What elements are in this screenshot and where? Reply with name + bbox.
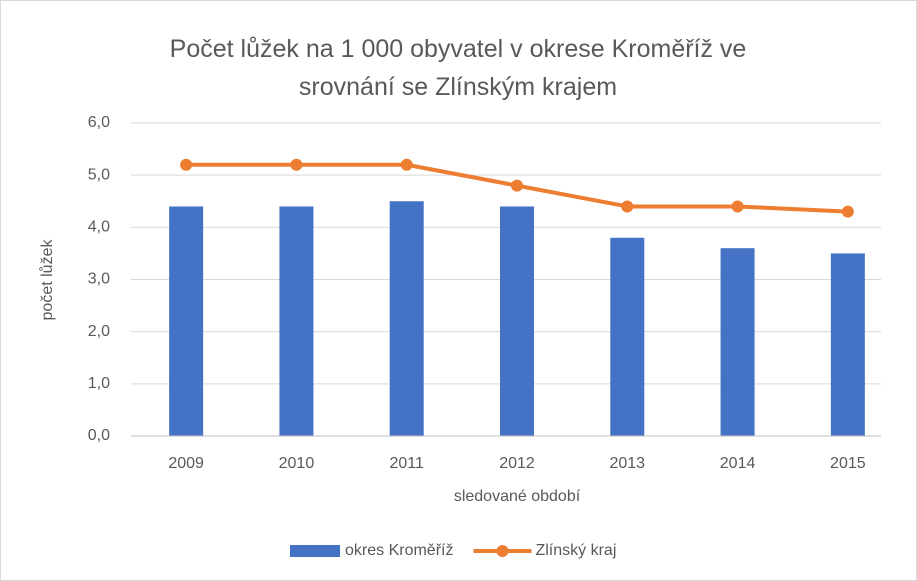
- legend-swatch: [290, 545, 340, 557]
- legend-marker: [496, 545, 509, 557]
- legend-label: Zlínský kraj: [535, 542, 616, 559]
- legend-label: okres Kroměříž: [345, 542, 453, 559]
- line-marker: [290, 158, 303, 171]
- x-tick-label: 2015: [830, 455, 866, 472]
- line-marker: [400, 158, 413, 171]
- line-marker: [841, 205, 854, 218]
- bar: [830, 253, 865, 436]
- bar: [389, 201, 424, 436]
- bar: [169, 206, 204, 436]
- x-tick-label: 2012: [499, 455, 535, 472]
- y-tick-label: 5,0: [88, 166, 110, 183]
- y-tick-label: 6,0: [88, 114, 110, 131]
- bar: [720, 248, 755, 436]
- bar: [610, 237, 645, 436]
- x-tick-label: 2011: [390, 455, 425, 472]
- x-tick-label: 2010: [279, 455, 315, 472]
- y-axis-title: počet lůžek: [38, 239, 56, 321]
- y-tick-label: 1,0: [88, 375, 110, 392]
- bar: [500, 206, 534, 436]
- x-tick-label: 2009: [168, 455, 204, 472]
- y-tick-label: 4,0: [88, 219, 110, 236]
- y-tick-label: 2,0: [88, 323, 110, 340]
- bar: [279, 206, 314, 436]
- line-marker: [621, 200, 634, 213]
- x-axis-title: sledované období: [454, 488, 581, 505]
- line-marker: [511, 179, 523, 192]
- line-marker: [731, 200, 744, 213]
- line-marker: [180, 158, 193, 171]
- chart-title: Počet lůžek na 1 000 obyvatel v okrese K…: [169, 35, 747, 101]
- y-tick-label: 0,0: [88, 427, 110, 444]
- x-tick-label: 2013: [609, 455, 645, 472]
- x-tick-label: 2014: [720, 455, 756, 472]
- y-tick-label: 3,0: [88, 271, 110, 288]
